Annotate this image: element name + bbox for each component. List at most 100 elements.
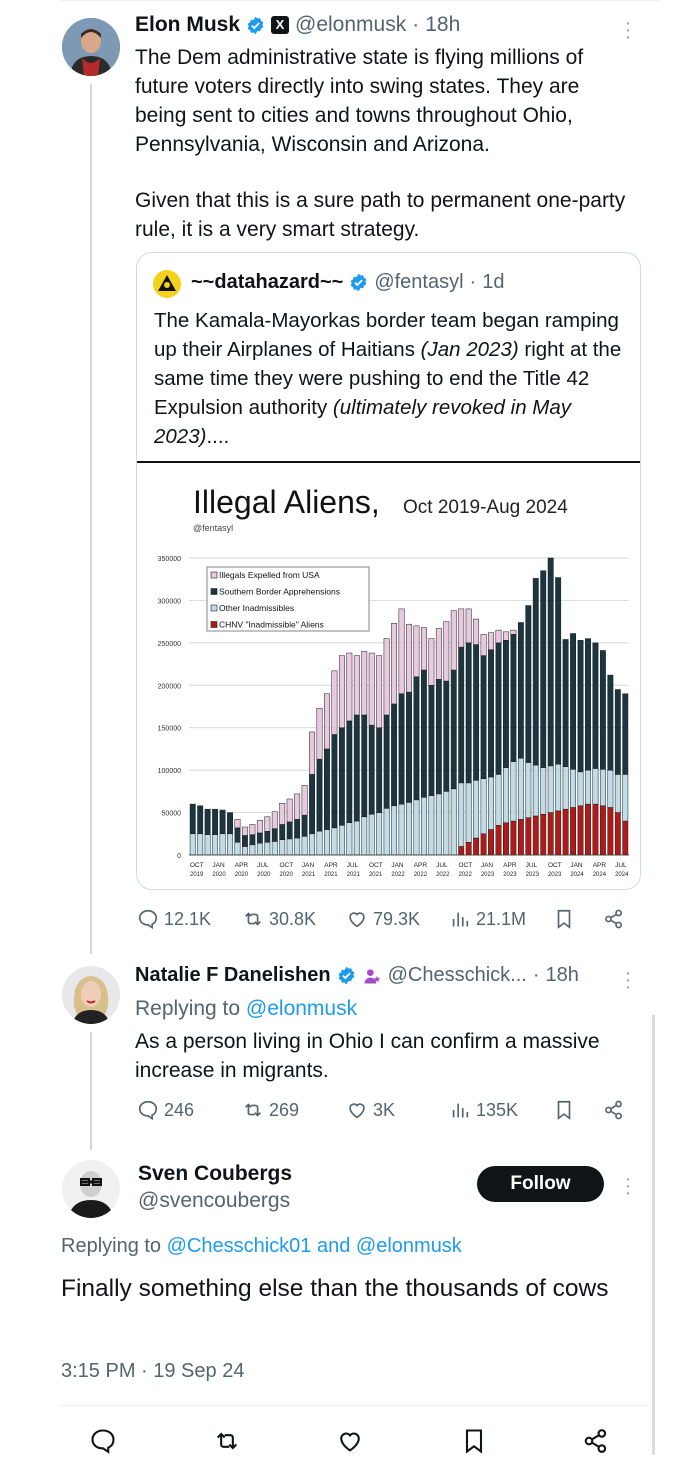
x-tick-month: JUL (436, 862, 448, 869)
reply-button[interactable] (89, 1427, 117, 1455)
chart-bar (592, 642, 599, 769)
chart-bar (435, 793, 442, 856)
quote-text-c: right at the same time they were pushing… (154, 338, 622, 419)
chart-bar (212, 834, 219, 856)
chart-bar (577, 805, 584, 856)
chart-bar (428, 795, 435, 856)
verified-badge-icon (350, 273, 367, 292)
chart-bar (525, 605, 532, 763)
tweet-timestamp[interactable]: 3:15 PM · 19 Sep 24 (61, 1360, 245, 1382)
author-name[interactable]: Sven Coubergs (138, 1162, 293, 1185)
chart-bar (495, 825, 502, 856)
author-handle[interactable]: @Chesschick... (387, 964, 527, 986)
chart-subtitle: Oct 2019-Aug 2024 (403, 497, 568, 518)
chart-title: Illegal Aliens, (193, 484, 380, 520)
chart-bar (562, 808, 569, 856)
chart-bar (413, 799, 420, 856)
chart-bar (465, 782, 472, 843)
chart-bar (599, 805, 606, 856)
reply-button[interactable]: 12.1K (137, 908, 211, 930)
chart-bar (204, 808, 211, 835)
natalie-avatar[interactable] (62, 966, 120, 1024)
follow-button[interactable]: Follow (477, 1166, 604, 1202)
more-dots-icon[interactable]: · · · (624, 962, 632, 998)
views-button[interactable]: 21.1M (449, 908, 526, 930)
tweet-time[interactable]: 18h (425, 13, 461, 36)
y-tick-label: 200000 (158, 683, 181, 690)
chart-bar (473, 837, 480, 856)
repost-icon (245, 912, 261, 926)
tweet2-text: As a person living in Ohio I can confirm… (135, 1030, 600, 1082)
share-button[interactable] (603, 908, 625, 930)
like-button[interactable]: 79.3K (346, 908, 420, 930)
sven-avatar[interactable] (62, 1160, 120, 1218)
reply-icon (91, 1429, 115, 1454)
author-name[interactable]: Elon Musk (135, 13, 241, 36)
separator-dot: · (469, 271, 477, 293)
share-button[interactable] (582, 1427, 610, 1455)
repost-button[interactable]: 269 (242, 1099, 299, 1121)
chart-bar (264, 842, 271, 856)
chart-bar (495, 629, 502, 644)
share-button[interactable] (603, 1099, 625, 1121)
chart-bar (585, 803, 591, 856)
chart-bar (338, 727, 345, 826)
chart-bar (450, 610, 457, 671)
elon-musk-avatar[interactable] (62, 18, 120, 76)
quote-author-name[interactable]: ~~datahazard~~ (191, 271, 344, 293)
chart-bar (562, 766, 569, 810)
chart-image[interactable]: Illegal Aliens, Oct 2019-Aug 2024 @fenta… (137, 461, 640, 889)
chart-bar (532, 578, 539, 766)
chart-bar (473, 780, 480, 839)
datahazard-avatar[interactable] (153, 270, 181, 298)
chart-bar (368, 814, 375, 856)
chart-bar (592, 803, 599, 856)
repost-button[interactable] (213, 1427, 241, 1455)
more-dots-icon[interactable]: · · · (624, 1168, 632, 1204)
chart-bar (510, 820, 517, 856)
x-tick-month: APR (324, 862, 338, 869)
bookmark-button[interactable] (460, 1427, 488, 1455)
chart-bar (555, 577, 562, 765)
more-dots-icon[interactable]: · · · (624, 12, 632, 48)
like-button[interactable] (336, 1427, 364, 1455)
chart-bar (398, 608, 405, 695)
x-tick-year: 2024 (570, 872, 584, 878)
x-tick-year: 2023 (526, 872, 540, 878)
quote-author-handle[interactable]: @fentasyl (374, 271, 464, 293)
scrollbar[interactable] (652, 1015, 655, 1455)
tweet1-text-2: Given that this is a sure path to perman… (135, 189, 626, 241)
replying-link[interactable]: @elonmusk (245, 997, 358, 1020)
author-handle[interactable]: @svencoubergs (138, 1189, 291, 1212)
y-tick-label: 0 (177, 853, 181, 860)
legend-label: Other Inadmissibles (219, 603, 294, 613)
bookmark-button[interactable] (553, 1099, 575, 1121)
chart-bar (331, 734, 338, 829)
chart-bar (428, 685, 435, 796)
x-tick-year: 2020 (235, 872, 249, 878)
quote-time[interactable]: 1d (482, 271, 505, 293)
chart-bar (242, 826, 248, 836)
chart-bar (376, 812, 383, 856)
replying-to: Replying to @Chesschick01 and @elonmusk (61, 1235, 462, 1258)
views-count: 135K (476, 1099, 519, 1120)
repost-button[interactable]: 30.8K (242, 908, 316, 930)
views-button[interactable]: 135K (449, 1099, 518, 1121)
chart-bar (346, 720, 353, 824)
chart-bar (309, 833, 315, 856)
chart-bar (391, 623, 398, 705)
tweet2-header: Natalie F Danelishen @Chesschick... · 18… (135, 964, 579, 987)
like-button[interactable]: 3K (346, 1099, 395, 1121)
chart-bar (443, 680, 450, 792)
quoted-tweet-card[interactable]: ~~datahazard~~ @fentasyl · 1d The Kamala… (136, 252, 641, 890)
author-name[interactable]: Natalie F Danelishen (135, 964, 331, 986)
y-tick-label: 50000 (162, 811, 182, 818)
tweet-time[interactable]: 18h (545, 964, 579, 986)
chart-bar (361, 714, 368, 818)
reply-button[interactable]: 246 (137, 1099, 194, 1121)
bookmark-button[interactable] (553, 908, 575, 930)
author-handle[interactable]: @elonmusk (295, 13, 407, 36)
chart-bar (480, 655, 487, 779)
bookmark-icon (465, 1429, 483, 1454)
replying-link[interactable]: @Chesschick01 and @elonmusk (166, 1235, 462, 1257)
